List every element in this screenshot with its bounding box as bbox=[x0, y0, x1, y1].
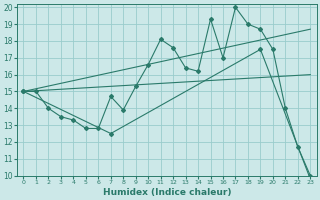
X-axis label: Humidex (Indice chaleur): Humidex (Indice chaleur) bbox=[103, 188, 231, 197]
